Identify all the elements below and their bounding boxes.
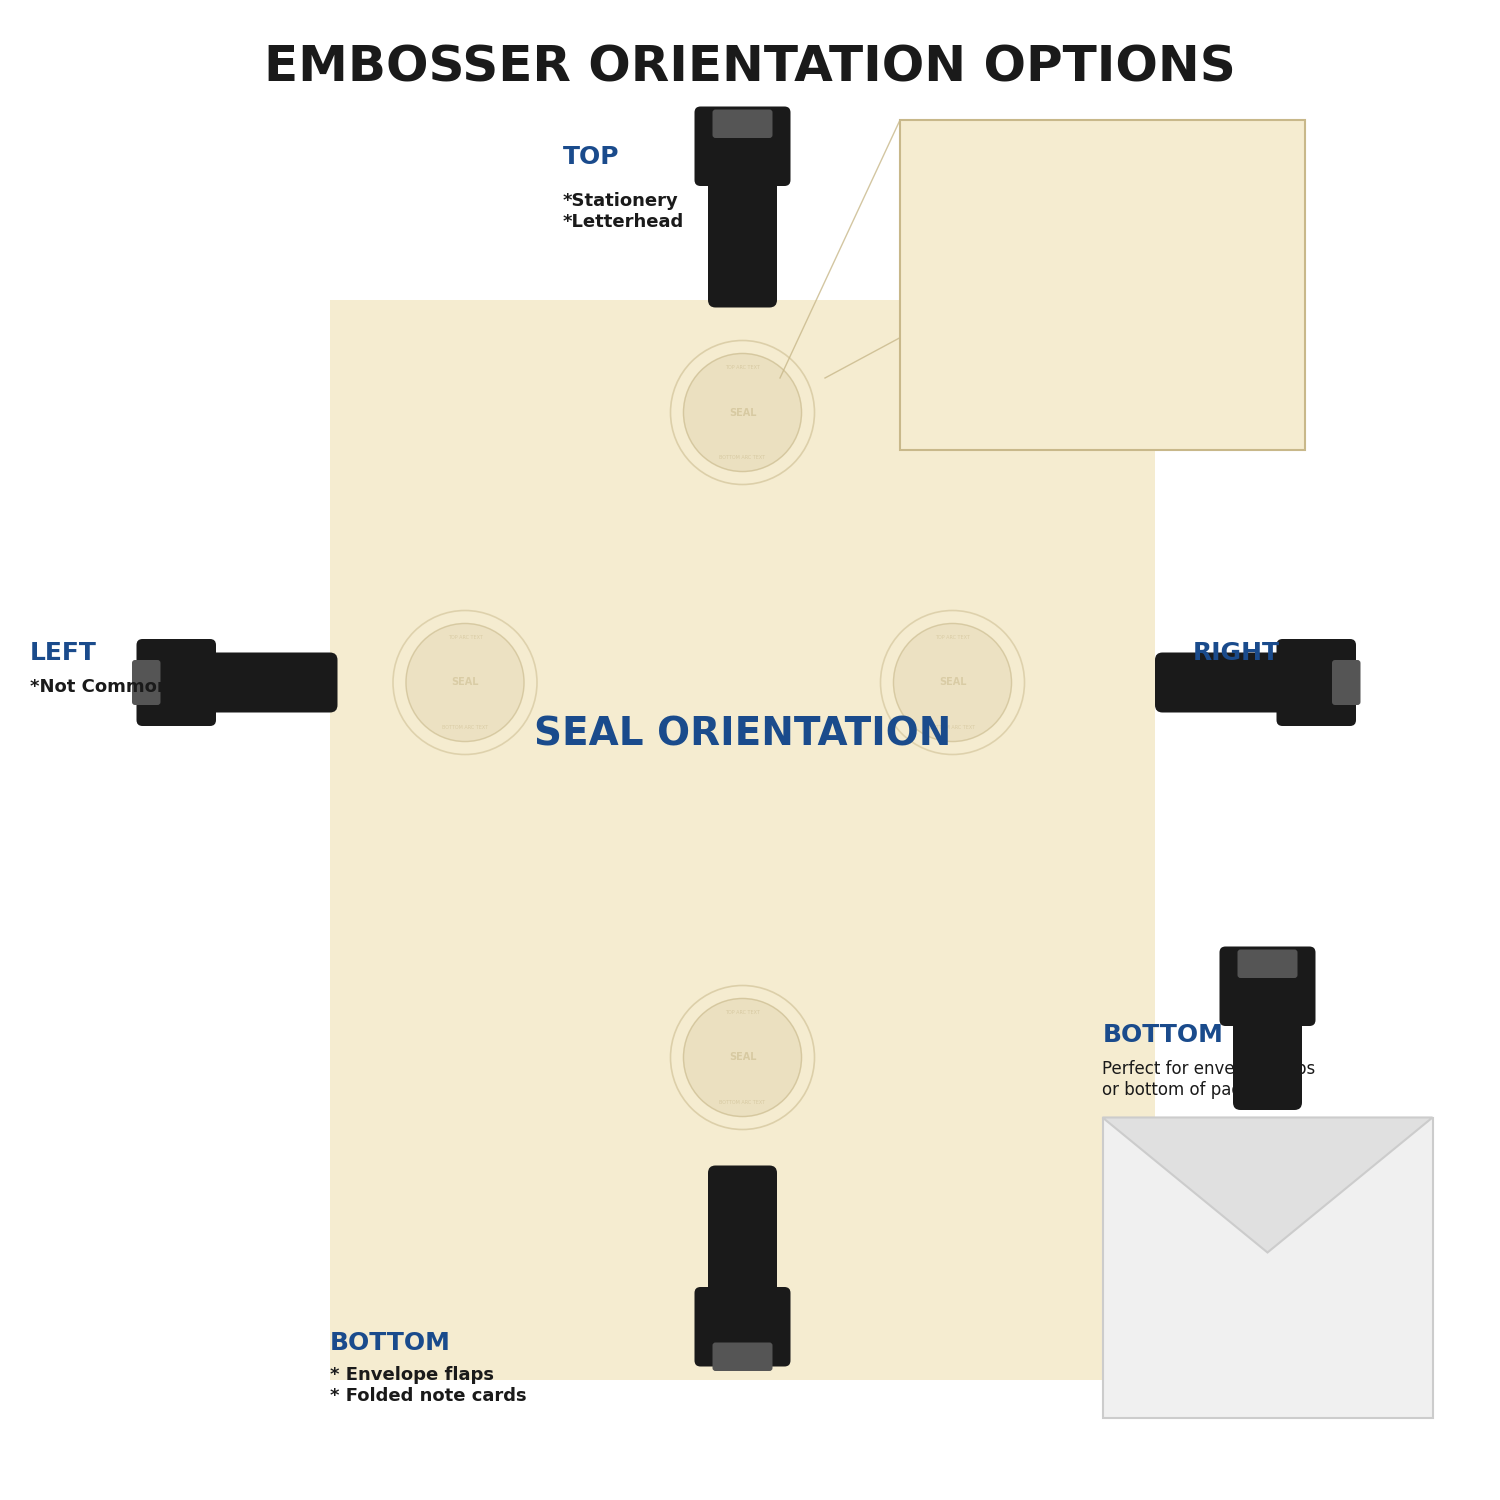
Text: TOP ARC TEXT: TOP ARC TEXT — [934, 636, 970, 640]
Text: *Stationery
*Letterhead: *Stationery *Letterhead — [562, 192, 684, 231]
Text: TOP ARC TEXT: TOP ARC TEXT — [724, 1011, 760, 1016]
FancyBboxPatch shape — [712, 110, 772, 138]
Text: BOTTOM: BOTTOM — [1102, 1023, 1224, 1047]
Text: SEAL: SEAL — [452, 678, 478, 687]
FancyBboxPatch shape — [172, 652, 338, 712]
FancyBboxPatch shape — [330, 300, 1155, 1380]
Circle shape — [406, 624, 524, 741]
Text: SEAL ORIENTATION: SEAL ORIENTATION — [534, 716, 951, 754]
Circle shape — [1224, 1128, 1311, 1215]
FancyBboxPatch shape — [708, 142, 777, 308]
FancyBboxPatch shape — [132, 660, 160, 705]
FancyBboxPatch shape — [1102, 1118, 1432, 1418]
FancyBboxPatch shape — [694, 106, 790, 186]
Text: SEAL: SEAL — [939, 678, 966, 687]
Circle shape — [684, 354, 801, 471]
Text: RIGHT: RIGHT — [1192, 640, 1280, 664]
FancyBboxPatch shape — [1220, 946, 1316, 1026]
FancyBboxPatch shape — [708, 1166, 777, 1330]
Text: BOTTOM ARC TEXT: BOTTOM ARC TEXT — [442, 724, 488, 729]
Text: BOTTOM ARC TEXT: BOTTOM ARC TEXT — [720, 454, 765, 459]
Circle shape — [684, 999, 801, 1116]
Text: TOP ARC TEXT: TOP ARC TEXT — [1084, 216, 1120, 220]
Circle shape — [1014, 196, 1191, 374]
Text: BOTTOM ARC TEXT: BOTTOM ARC TEXT — [1080, 350, 1125, 354]
Text: EMBOSSER ORIENTATION OPTIONS: EMBOSSER ORIENTATION OPTIONS — [264, 44, 1236, 92]
FancyBboxPatch shape — [1233, 982, 1302, 1110]
Text: BOTTOM ARC TEXT: BOTTOM ARC TEXT — [1245, 1202, 1290, 1206]
Text: BOTTOM ARC TEXT: BOTTOM ARC TEXT — [720, 1100, 765, 1104]
FancyBboxPatch shape — [1332, 660, 1360, 705]
Text: TOP ARC TEXT: TOP ARC TEXT — [447, 636, 483, 640]
Text: * Book page: * Book page — [1192, 678, 1314, 696]
Text: SEAL: SEAL — [729, 1053, 756, 1062]
FancyBboxPatch shape — [136, 639, 216, 726]
Text: SEAL: SEAL — [729, 408, 756, 417]
Text: TOP ARC TEXT: TOP ARC TEXT — [724, 366, 760, 370]
FancyBboxPatch shape — [1276, 639, 1356, 726]
Polygon shape — [1102, 1118, 1432, 1252]
FancyBboxPatch shape — [712, 1342, 772, 1371]
Text: *Not Common: *Not Common — [30, 678, 170, 696]
Text: * Envelope flaps
* Folded note cards: * Envelope flaps * Folded note cards — [330, 1366, 526, 1406]
FancyBboxPatch shape — [694, 1287, 790, 1366]
FancyBboxPatch shape — [900, 120, 1305, 450]
Text: LEFT: LEFT — [30, 640, 98, 664]
Text: TOP ARC TEXT: TOP ARC TEXT — [1250, 1137, 1286, 1142]
Text: Perfect for envelope flaps
or bottom of page seals: Perfect for envelope flaps or bottom of … — [1102, 1060, 1316, 1100]
Text: BOTTOM: BOTTOM — [330, 1330, 452, 1354]
FancyBboxPatch shape — [1238, 950, 1298, 978]
Text: SEAL: SEAL — [1089, 280, 1116, 290]
Text: TOP: TOP — [562, 146, 620, 170]
Text: SEAL: SEAL — [1254, 1167, 1281, 1176]
Circle shape — [894, 624, 1011, 741]
FancyBboxPatch shape — [1155, 652, 1320, 712]
Text: BOTTOM ARC TEXT: BOTTOM ARC TEXT — [930, 724, 975, 729]
